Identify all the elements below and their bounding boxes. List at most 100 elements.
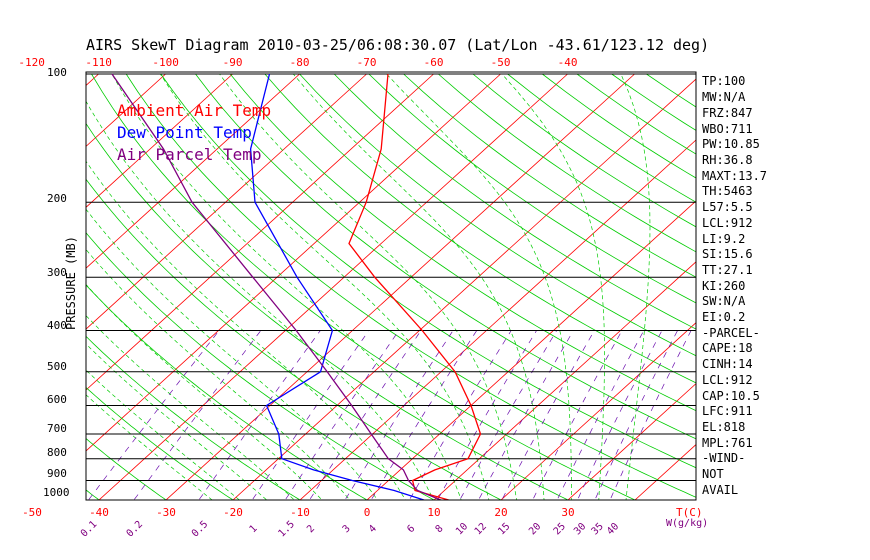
moist-adiabat [86, 100, 434, 500]
dry-adiabat [195, 73, 696, 440]
index-maxt: MAXT:13.7 [702, 169, 768, 183]
bottom-temp-tick: 30 [561, 506, 574, 519]
mixing-ratio-tick: 15 [496, 521, 512, 537]
mixing-ratio-line [408, 330, 512, 500]
mixing-ratio-tick: 0.2 [125, 519, 146, 540]
mixing-ratio-line [370, 330, 478, 500]
index-cinh: CINH:14 [702, 357, 753, 371]
index-ki: KI:260 [702, 279, 746, 293]
top-temp-tick: -100 [152, 56, 179, 69]
bottom-temp-tick: -30 [156, 506, 176, 519]
moist-adiabat [86, 208, 379, 500]
mixing-ratio-line [556, 330, 645, 500]
dewpoint-line [249, 73, 425, 500]
isotherm-line [232, 78, 696, 500]
mixing-ratio-line [532, 330, 623, 500]
isotherm-line [86, 73, 367, 330]
top-temp-tick: -40 [558, 56, 578, 69]
index-wind-header: -WIND- [702, 451, 746, 465]
mixing-ratio-tick: 10 [454, 521, 470, 537]
bottom-temp-tick: -10 [290, 506, 310, 519]
mixing-ratio-tick: 35 [590, 521, 606, 537]
mixing-ratio-line [87, 330, 220, 500]
parcel-temp-line [111, 73, 441, 500]
bottom-temp-tick: -50 [22, 506, 42, 519]
index-sw: SW:N/A [702, 294, 746, 308]
top-temp-tick: -90 [223, 56, 243, 69]
mixing-ratio-unit-label: W(g/kg) [666, 518, 708, 529]
dry-adiabat [403, 73, 696, 278]
dry-adiabat [264, 73, 696, 384]
mixing-ratio-line [344, 330, 454, 500]
isotherm-line [86, 73, 233, 208]
mixing-ratio-tick: 0.5 [190, 519, 211, 540]
dry-adiabat [86, 438, 167, 500]
mixing-ratio-tick: 6 [405, 523, 417, 535]
mixing-ratio-line [577, 330, 663, 500]
mixing-ratio-tick: 20 [527, 521, 543, 537]
isotherm-line [0, 74, 32, 509]
index-tp: TP:100 [702, 74, 746, 88]
mixing-ratio-line [284, 330, 400, 500]
pressure-label: 400 [47, 319, 67, 332]
dry-adiabat [299, 73, 696, 357]
mixing-ratio-tick: 3 [341, 523, 353, 535]
pressure-label: 300 [47, 266, 67, 279]
mixing-ratio-tick: 4 [367, 523, 379, 535]
index-cap: CAP:10.5 [702, 389, 760, 403]
chart-title: AIRS SkewT Diagram 2010-03-25/06:08:30.0… [86, 36, 710, 54]
legend-ambient: Ambient Air Temp [117, 101, 272, 120]
dry-adiabat [86, 232, 435, 500]
index-th: TH:5463 [702, 184, 753, 198]
mixing-ratio-tick: 1.5 [276, 519, 297, 540]
bottom-temp-tick: 20 [494, 506, 507, 519]
pressure-label: 100 [47, 66, 67, 79]
index-mpl: MPL:761 [702, 436, 753, 450]
isotherm-line [86, 73, 300, 269]
top-temp-tick: -80 [290, 56, 310, 69]
dry-adiabat [86, 284, 368, 500]
index-lcl: LCL:912 [702, 216, 753, 230]
index-tt: TT:27.1 [702, 263, 753, 277]
top-temp-tick: -70 [357, 56, 377, 69]
dry-adiabat [229, 73, 696, 412]
dry-adiabat [86, 178, 502, 500]
index-ei: EI:0.2 [702, 310, 746, 324]
dry-adiabat [333, 73, 696, 330]
pressure-label: 200 [47, 192, 67, 205]
pressure-label: 900 [47, 467, 67, 480]
mixing-ratio-tick: 12 [473, 521, 489, 537]
mixing-ratio-tick: 1 [248, 523, 260, 535]
bottom-temp-tick: -20 [223, 506, 243, 519]
index-frz: FRZ:847 [702, 106, 753, 120]
mixing-ratio-line [594, 330, 678, 500]
dry-adiabat [438, 73, 696, 253]
moist-adiabat [219, 73, 517, 500]
top-temp-tick: -60 [424, 56, 444, 69]
index-parcel-lcl: LCL:912 [702, 373, 753, 387]
mixing-ratio-tick: 0.1 [79, 519, 100, 540]
moist-adiabat [86, 283, 323, 500]
dry-adiabat [86, 386, 234, 500]
mixing-ratio-line [609, 330, 692, 500]
index-rh: RH:36.8 [702, 153, 753, 167]
index-cape: CAPE:18 [702, 341, 753, 355]
isotherm-line [98, 73, 568, 500]
index-pw: PW:10.85 [702, 137, 760, 151]
ambient-temp-line [348, 73, 482, 500]
bottom-temp-tick: 0 [364, 506, 371, 519]
dry-adiabat [160, 73, 696, 469]
pressure-label: 700 [47, 422, 67, 435]
moist-adiabat [160, 73, 490, 500]
moist-adiabat [620, 73, 651, 500]
moist-adiabat [86, 315, 295, 500]
mixing-ratio-line [478, 330, 574, 500]
top-temp-tick: -120 [18, 56, 45, 69]
legend-parcel: Air Parcel Temp [117, 145, 262, 164]
moist-adiabat [86, 343, 268, 500]
index-wbo: WBO:711 [702, 122, 753, 136]
sounding-curves [111, 73, 482, 500]
moist-adiabat [293, 73, 545, 500]
legend-dewpoint: Dew Point Temp [117, 123, 252, 142]
